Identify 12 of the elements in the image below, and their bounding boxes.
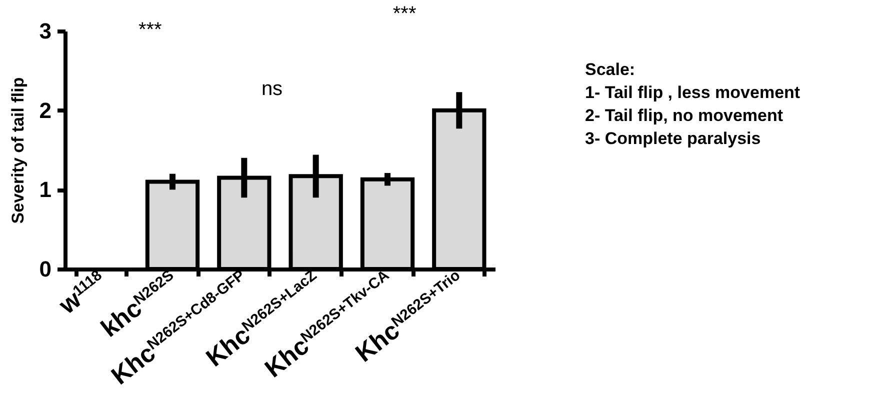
y-tick-label: 1	[39, 177, 52, 202]
y-axis-title: Severity of tail flip	[8, 77, 28, 224]
text: 1- Tail flip , less movement	[585, 82, 800, 104]
y-tick-label: 3	[39, 18, 52, 44]
annotation: ns	[261, 78, 283, 102]
text: ***	[392, 3, 416, 26]
text: 2- Tail flip, no movement	[585, 105, 784, 127]
text: 3- Complete paralysis	[585, 128, 762, 150]
y-tick-label: 2	[39, 98, 52, 123]
annotation: ***	[138, 18, 162, 42]
y-tick-label: 0	[39, 256, 52, 282]
text: Scale:	[585, 59, 636, 81]
